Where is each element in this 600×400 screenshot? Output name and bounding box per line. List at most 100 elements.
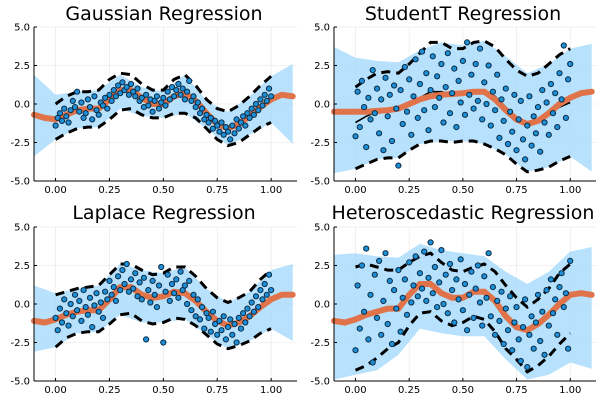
data-point [220, 313, 227, 320]
interval-upper-line [355, 251, 572, 310]
data-point [466, 91, 473, 98]
x-tick-label: 1.00 [260, 385, 282, 396]
data-point [229, 122, 236, 129]
data-point [263, 291, 270, 298]
data-point [515, 116, 522, 123]
data-point [423, 297, 430, 304]
data-point [102, 288, 109, 295]
data-point [367, 291, 374, 298]
y-tick-label: 0.0 [314, 300, 330, 311]
data-point [399, 294, 406, 301]
data-point [173, 276, 180, 283]
data-point [393, 305, 400, 312]
data-point [496, 317, 503, 324]
x-tick-label: 1.00 [559, 185, 581, 196]
data-point [65, 119, 72, 126]
data-point [524, 122, 531, 129]
data-point [132, 270, 139, 277]
data-point [358, 262, 365, 269]
data-point [108, 291, 115, 298]
y-tick-label: 0.0 [14, 100, 30, 111]
data-point [162, 102, 169, 109]
data-point [513, 147, 520, 154]
data-point [145, 102, 152, 109]
data-point [504, 140, 512, 148]
data-point [532, 319, 540, 326]
data-point [438, 247, 445, 254]
data-point [190, 93, 197, 100]
data-point [147, 299, 154, 306]
data-point [517, 357, 524, 365]
data-point [565, 345, 572, 352]
data-point [179, 85, 186, 92]
data-point [545, 322, 552, 329]
data-point [500, 117, 507, 125]
data-point [468, 71, 475, 78]
data-point [104, 105, 111, 112]
data-point [418, 48, 426, 55]
data-point [209, 125, 216, 132]
data-point [246, 114, 253, 122]
data-point [541, 351, 548, 358]
data-point [71, 104, 79, 111]
data-point [388, 137, 396, 145]
data-point [358, 77, 365, 85]
data-point [123, 84, 130, 91]
data-point [177, 91, 184, 98]
data-point [149, 277, 156, 284]
data-point [552, 296, 559, 303]
data-point [95, 111, 102, 118]
data-point [378, 331, 385, 338]
data-point [449, 287, 456, 294]
data-point [393, 105, 400, 112]
interval-upper-line [55, 262, 273, 305]
data-point [106, 277, 113, 284]
data-point [207, 328, 214, 335]
data-point [58, 319, 66, 326]
data-point [65, 322, 72, 329]
data-point [91, 302, 98, 309]
data-point [186, 77, 193, 85]
data-point [168, 280, 176, 288]
data-point [181, 282, 188, 289]
data-point [138, 94, 145, 101]
data-point [104, 296, 111, 303]
data-point [464, 39, 471, 46]
data-point [552, 90, 559, 97]
data-point [237, 325, 245, 332]
data-point [513, 304, 520, 311]
data-point [371, 271, 378, 278]
data-point [82, 304, 89, 311]
data-point [244, 305, 251, 312]
x-tick-label: 0.50 [152, 385, 174, 396]
data-point [485, 250, 492, 257]
data-point [248, 105, 255, 112]
data-point [112, 297, 120, 304]
data-point [528, 313, 535, 320]
data-point [130, 285, 137, 292]
data-point [164, 88, 171, 95]
data-point [472, 285, 479, 292]
data-point [530, 345, 537, 352]
data-point [218, 327, 225, 334]
x-tick-label: 0.00 [44, 185, 66, 196]
data-point [153, 304, 160, 311]
data-point [354, 88, 361, 95]
x-tick-label: 0.25 [398, 185, 420, 196]
data-point [541, 119, 548, 126]
data-point [259, 296, 266, 303]
data-point [474, 97, 481, 105]
data-point [369, 359, 376, 366]
data-point [233, 339, 240, 346]
data-point [502, 85, 509, 92]
data-point [160, 339, 167, 346]
interval-lower-line [54, 311, 272, 351]
data-point [214, 122, 221, 129]
data-point [175, 80, 182, 88]
data-point [421, 248, 428, 255]
data-point [220, 131, 227, 138]
data-point [391, 287, 398, 294]
data-point [524, 364, 531, 371]
data-point [459, 57, 466, 65]
data-point [127, 80, 135, 88]
